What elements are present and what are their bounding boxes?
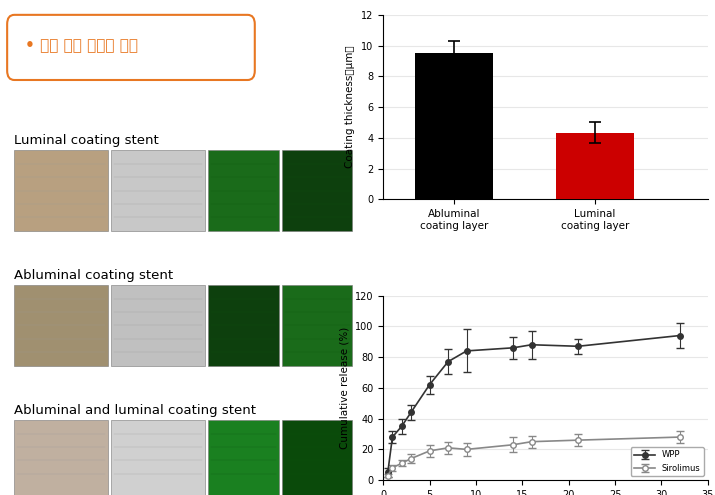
Text: Abluminal coating stent: Abluminal coating stent <box>14 269 174 282</box>
Text: Luminal coating stent: Luminal coating stent <box>14 135 159 148</box>
FancyBboxPatch shape <box>7 15 255 80</box>
Bar <box>208 420 279 495</box>
Bar <box>14 150 109 231</box>
Bar <box>208 285 279 366</box>
Text: • 듀얼 코팅 스텐트 평가: • 듀얼 코팅 스텐트 평가 <box>25 39 138 53</box>
Bar <box>208 150 279 231</box>
Bar <box>14 420 109 495</box>
Bar <box>112 285 205 366</box>
Bar <box>556 133 633 199</box>
Text: Abluminal and luminal coating stent: Abluminal and luminal coating stent <box>14 404 257 417</box>
Bar <box>415 53 493 199</box>
Bar <box>14 285 109 366</box>
Bar <box>112 420 205 495</box>
Bar <box>282 420 352 495</box>
Bar <box>112 150 205 231</box>
Bar <box>282 150 352 231</box>
Bar <box>282 285 352 366</box>
Legend: WPP, Sirolimus: WPP, Sirolimus <box>631 447 704 476</box>
Y-axis label: Cumulative release (%): Cumulative release (%) <box>340 327 350 449</box>
Y-axis label: Coating thickness（μm）: Coating thickness（μm） <box>345 46 355 168</box>
